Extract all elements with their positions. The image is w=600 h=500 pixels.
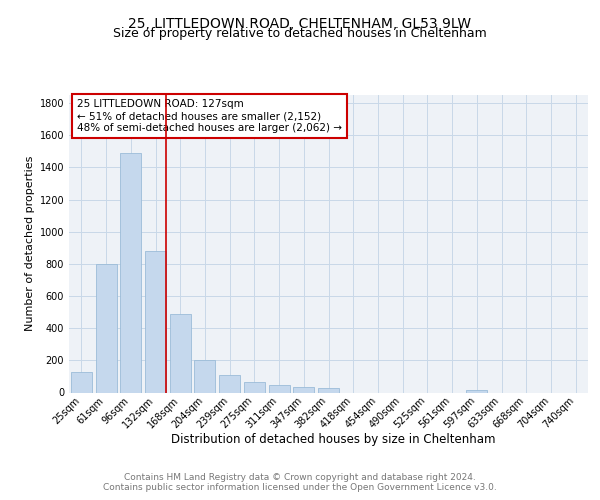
Text: Contains public sector information licensed under the Open Government Licence v3: Contains public sector information licen… (103, 484, 497, 492)
Text: Contains HM Land Registry data © Crown copyright and database right 2024.: Contains HM Land Registry data © Crown c… (124, 472, 476, 482)
Bar (244, 382, 265, 392)
Bar (95, 264, 116, 392)
Bar (219, 375, 240, 392)
Bar (120, 153, 141, 392)
Bar (293, 388, 314, 392)
Text: 25 LITTLEDOWN ROAD: 127sqm
← 51% of detached houses are smaller (2,152)
48% of s: 25 LITTLEDOWN ROAD: 127sqm ← 51% of deta… (77, 100, 342, 132)
Bar (318, 388, 339, 392)
Y-axis label: Number of detached properties: Number of detached properties (25, 156, 35, 332)
Bar (71, 372, 92, 392)
Bar (194, 360, 215, 392)
Bar (170, 314, 191, 392)
Text: 25, LITTLEDOWN ROAD, CHELTENHAM, GL53 9LW: 25, LITTLEDOWN ROAD, CHELTENHAM, GL53 9L… (128, 18, 472, 32)
Text: Size of property relative to detached houses in Cheltenham: Size of property relative to detached ho… (113, 28, 487, 40)
Bar (466, 390, 487, 392)
Bar (269, 385, 290, 392)
Bar (145, 251, 166, 392)
Text: Distribution of detached houses by size in Cheltenham: Distribution of detached houses by size … (171, 432, 495, 446)
